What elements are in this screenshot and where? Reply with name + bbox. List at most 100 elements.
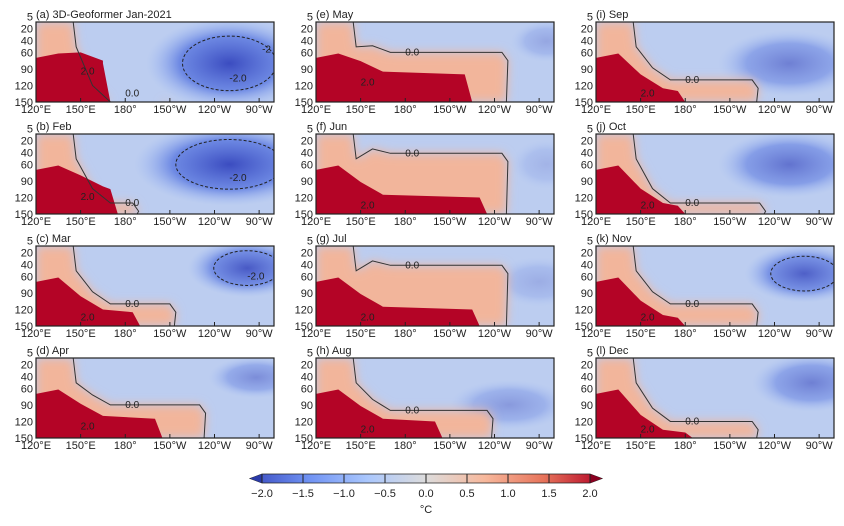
heatmap: 0.0 2.0 bbox=[316, 22, 554, 102]
contour-label: 2.0 bbox=[81, 312, 95, 323]
y-tick-label: 150 bbox=[15, 321, 33, 333]
x-tick-label: 150°W bbox=[153, 104, 187, 116]
contour-label: 2.0 bbox=[361, 77, 375, 88]
y-tick-label: 150 bbox=[575, 97, 593, 109]
x-tick-label: 180° bbox=[114, 328, 137, 340]
x-tick-label: 180° bbox=[674, 440, 697, 452]
x-tick-label: 180° bbox=[674, 216, 697, 228]
x-tick-label: 150°W bbox=[153, 216, 187, 228]
x-tick-label: 90°W bbox=[246, 216, 274, 228]
cold-anomaly bbox=[744, 246, 834, 303]
heatmap: 0.0 2.0 -2.0 bbox=[36, 134, 274, 214]
contour-0 bbox=[632, 358, 759, 438]
contour-0 bbox=[632, 246, 759, 326]
colorbar-label: °C bbox=[420, 504, 432, 516]
y-tick-label: 40 bbox=[21, 147, 33, 159]
y-tick-label: 5 bbox=[587, 11, 593, 23]
x-tick-label: 90°W bbox=[526, 440, 554, 452]
y-tick-label: 120 bbox=[295, 192, 313, 204]
x-tick-label: 120°E bbox=[581, 216, 611, 228]
warm-core bbox=[596, 53, 686, 102]
y-tick-label: 150 bbox=[575, 209, 593, 221]
x-tick-label: 90°W bbox=[246, 104, 274, 116]
colorbar-tick-label: −1.0 bbox=[333, 488, 355, 500]
x-tick-label: 120°W bbox=[758, 216, 792, 228]
y-tick-label: 90 bbox=[581, 64, 593, 76]
panel: (e) May 0.0 2.0 120°E 150°E 180° 150°W 120°W 90°… bbox=[295, 9, 555, 116]
y-tick-label: 40 bbox=[21, 259, 33, 271]
colorbar-tick-label: −2.0 bbox=[251, 488, 273, 500]
x-tick-label: 150°W bbox=[153, 328, 187, 340]
y-tick-label: 5 bbox=[27, 235, 33, 247]
y-tick-label: 40 bbox=[21, 35, 33, 47]
heatmap: 0.0 2.0 -2.0 bbox=[36, 246, 274, 326]
warm-core bbox=[596, 389, 693, 438]
x-tick-label: 150°W bbox=[713, 328, 747, 340]
y-tick-label: 120 bbox=[295, 304, 313, 316]
x-tick-label: 120°W bbox=[758, 440, 792, 452]
panel-title: (l) Dec bbox=[596, 345, 629, 357]
y-tick-label: 20 bbox=[21, 23, 33, 35]
contour-neg2 bbox=[175, 139, 274, 190]
contour-neg2 bbox=[213, 250, 274, 286]
x-tick-label: 120°W bbox=[198, 328, 232, 340]
y-tick-label: 40 bbox=[581, 35, 593, 47]
contour-label: 0.0 bbox=[125, 299, 139, 310]
y-tick-label: 5 bbox=[587, 347, 593, 359]
panel-title: (i) Sep bbox=[596, 9, 628, 21]
y-tick-label: 5 bbox=[587, 235, 593, 247]
x-tick-label: 120°W bbox=[758, 104, 792, 116]
contour-label: 2.0 bbox=[641, 312, 655, 323]
x-tick-label: 120°W bbox=[478, 328, 512, 340]
colorbar: −2.0 −1.5 −1.0 −0.5 0.0 0.5 1.0 1.5 2.0 °C bbox=[248, 473, 604, 516]
y-tick-label: 120 bbox=[15, 192, 33, 204]
y-tick-label: 90 bbox=[301, 176, 313, 188]
x-tick-label: 120°E bbox=[21, 328, 51, 340]
colorbar-tick-label: 0.5 bbox=[459, 488, 474, 500]
y-tick-label: 120 bbox=[295, 416, 313, 428]
y-tick-label: 40 bbox=[301, 147, 313, 159]
y-tick-label: 40 bbox=[581, 259, 593, 271]
x-tick-label: 120°W bbox=[478, 104, 512, 116]
x-tick-label: 150°E bbox=[66, 440, 96, 452]
x-tick-label: 120°E bbox=[301, 104, 331, 116]
y-tick-label: 60 bbox=[581, 47, 593, 59]
colorbar-tick-label: 0.0 bbox=[418, 488, 433, 500]
y-tick-label: 40 bbox=[581, 147, 593, 159]
x-tick-label: 120°E bbox=[21, 216, 51, 228]
y-tick-label: 90 bbox=[581, 400, 593, 412]
panel: (k) Nov 0.0 2.0 120°E 150°E 180° 150°W 120°W 90°… bbox=[575, 233, 835, 340]
colorbar-min-arrow bbox=[250, 474, 262, 483]
plot-frame bbox=[35, 245, 275, 327]
y-tick-label: 120 bbox=[15, 304, 33, 316]
plot-frame bbox=[595, 21, 835, 103]
contour-label: 0.0 bbox=[125, 198, 139, 209]
contour-label: 2.0 bbox=[81, 66, 95, 77]
x-tick-label: 150°E bbox=[626, 216, 656, 228]
heatmap: 0.0 2.0 -2.0 -2 bbox=[36, 22, 274, 102]
contour-label: 2.0 bbox=[641, 88, 655, 99]
panel: (h) Aug 0.0 2.0 120°E 150°E 180° 150°W 120°W 90°… bbox=[295, 345, 555, 452]
x-tick-label: 150°W bbox=[433, 328, 467, 340]
y-tick-label: 90 bbox=[21, 176, 33, 188]
contour-0 bbox=[352, 134, 509, 214]
panel-title: (c) Mar bbox=[36, 233, 71, 245]
x-tick-label: 180° bbox=[394, 104, 417, 116]
y-tick-label: 150 bbox=[575, 433, 593, 445]
contour-0 bbox=[632, 134, 767, 214]
contour-neg2 bbox=[182, 35, 274, 92]
y-tick-label: 150 bbox=[15, 97, 33, 109]
contour-0 bbox=[72, 246, 177, 326]
warm-core bbox=[596, 165, 686, 214]
heatmap: 0.0 2.0 bbox=[596, 358, 834, 438]
y-tick-label: 5 bbox=[587, 123, 593, 135]
x-tick-label: 180° bbox=[114, 440, 137, 452]
x-tick-label: 150°E bbox=[346, 104, 376, 116]
contour-label: 0.0 bbox=[405, 260, 419, 271]
y-tick-label: 5 bbox=[307, 123, 313, 135]
y-tick-label: 20 bbox=[581, 23, 593, 35]
y-tick-label: 40 bbox=[301, 259, 313, 271]
cold-anomaly bbox=[146, 22, 274, 102]
heatmap: 0.0 2.0 bbox=[596, 134, 834, 214]
panel-title: (j) Oct bbox=[596, 121, 626, 133]
